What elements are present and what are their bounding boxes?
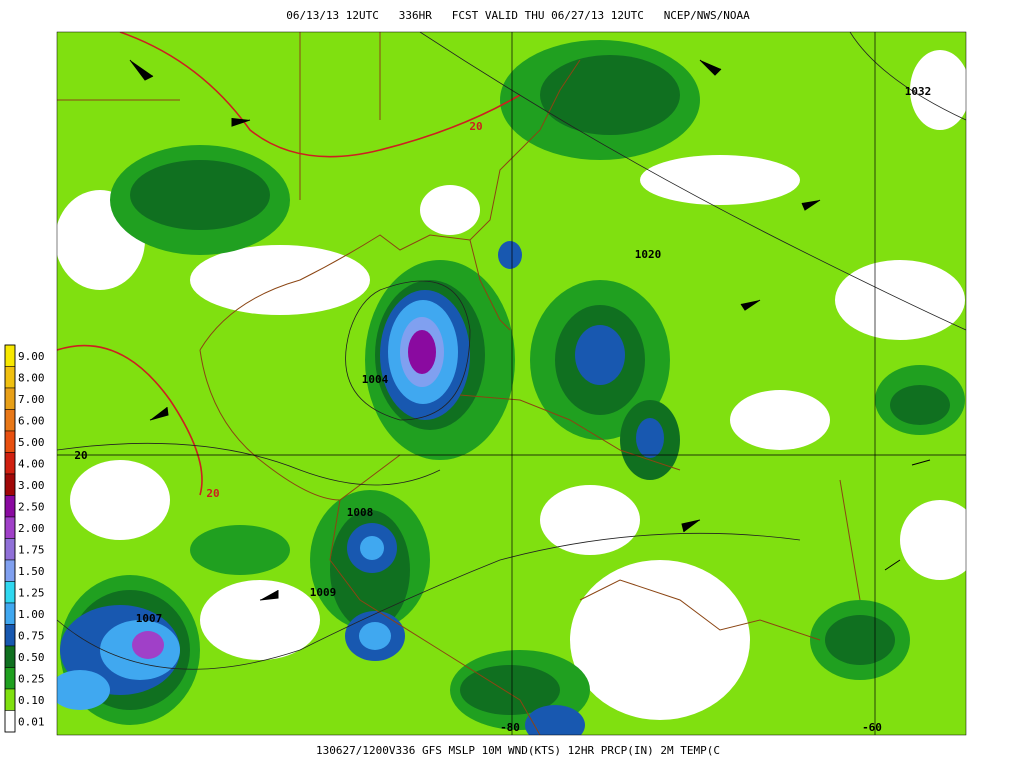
legend-label: 1.00 bbox=[18, 608, 45, 621]
contour-labels: 1032 1020 1004 1008 1009 1007 20 20 20 -… bbox=[74, 85, 931, 734]
legend-swatch bbox=[4, 452, 16, 475]
legend-swatch bbox=[4, 538, 16, 561]
legend-label: 1.50 bbox=[18, 565, 45, 578]
lat-lon-lines bbox=[57, 32, 966, 735]
legend: 9.00 8.00 7.00 6.00 5.00 4.00 3.00 2.50 2.00 1.75… bbox=[4, 344, 45, 733]
legend-label: 9.00 bbox=[18, 350, 45, 363]
temperature-label: 20 bbox=[206, 487, 219, 500]
pressure-label: 1007 bbox=[136, 612, 163, 625]
legend-swatch bbox=[4, 667, 16, 690]
legend-label: 0.25 bbox=[18, 672, 45, 685]
legend-label: 0.75 bbox=[18, 629, 45, 642]
pressure-label: 1009 bbox=[310, 586, 337, 599]
legend-label: 7.00 bbox=[18, 393, 45, 406]
legend-label: 6.00 bbox=[18, 414, 45, 427]
temperature-label: 20 bbox=[74, 449, 87, 462]
legend-label: 4.00 bbox=[18, 457, 45, 470]
legend-label: 1.25 bbox=[18, 586, 45, 599]
legend-swatch bbox=[4, 688, 16, 711]
legend-swatch bbox=[4, 559, 16, 582]
legend-swatch bbox=[4, 430, 16, 453]
pressure-label: 1004 bbox=[362, 373, 389, 386]
legend-swatch bbox=[4, 473, 16, 496]
temperature-contours bbox=[57, 32, 521, 496]
map-area bbox=[56, 31, 967, 736]
legend-label: 2.50 bbox=[18, 500, 45, 513]
legend-label: 1.75 bbox=[18, 543, 45, 556]
temperature-label: 20 bbox=[469, 120, 482, 133]
map-title: 06/13/13 12UTC 336HR FCST VALID THU 06/2… bbox=[286, 9, 750, 22]
legend-label: 0.50 bbox=[18, 651, 45, 664]
legend-swatch bbox=[4, 581, 16, 604]
legend-swatch bbox=[4, 624, 16, 647]
dry-areas bbox=[57, 50, 966, 720]
legend-label: 2.00 bbox=[18, 522, 45, 535]
legend-label: 0.01 bbox=[18, 715, 45, 728]
pressure-label: 1020 bbox=[635, 248, 662, 261]
pressure-label: 1032 bbox=[905, 85, 932, 98]
legend-label: 8.00 bbox=[18, 371, 45, 384]
wind-barbs bbox=[129, 59, 931, 601]
coastlines bbox=[57, 32, 861, 735]
map-frame bbox=[56, 31, 967, 736]
precip-250 bbox=[408, 330, 436, 374]
map-caption: 130627/1200V336 GFS MSLP 10M WND(KTS) 12… bbox=[316, 744, 720, 757]
legend-frame bbox=[4, 344, 16, 733]
legend-label: 3.00 bbox=[18, 479, 45, 492]
isobars bbox=[57, 32, 966, 670]
legend-swatch bbox=[4, 366, 16, 389]
precip-200 bbox=[132, 631, 164, 659]
legend-swatch bbox=[4, 409, 16, 432]
legend-swatch bbox=[4, 387, 16, 410]
grid-label: -60 bbox=[862, 721, 882, 734]
legend-swatch bbox=[4, 602, 16, 625]
legend-swatch bbox=[4, 710, 16, 733]
legend-label: 0.10 bbox=[18, 694, 45, 707]
legend-label: 5.00 bbox=[18, 436, 45, 449]
legend-swatch bbox=[4, 645, 16, 668]
legend-swatch bbox=[4, 495, 16, 518]
legend-swatch bbox=[4, 516, 16, 539]
grid-label: -80 bbox=[500, 721, 520, 734]
pressure-label: 1008 bbox=[347, 506, 374, 519]
legend-swatch bbox=[4, 344, 16, 367]
